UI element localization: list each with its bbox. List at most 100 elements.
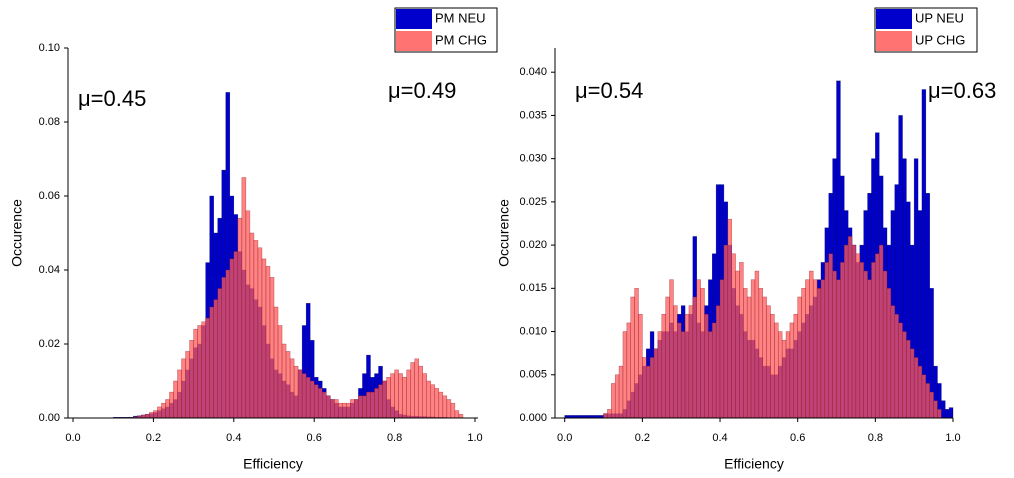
y-tick-label: 0.005 [519,369,547,381]
y-tick-label: 0.020 [519,239,547,251]
bar [766,305,771,419]
annotation: μ=0.54 [575,78,643,103]
bar [921,89,927,419]
bar [661,314,666,419]
bar [281,343,287,419]
bar [847,236,853,419]
bar [386,377,391,419]
bar [177,369,182,419]
x-tick-label: 0.8 [868,432,883,444]
bar [774,322,779,419]
bar [205,317,210,419]
bar [614,374,620,419]
bar [793,314,798,419]
bar [906,339,911,419]
bar [309,380,315,419]
bar [261,258,267,419]
bar [265,266,271,419]
bar [450,402,456,419]
bar [684,314,690,419]
bar [863,270,868,419]
bar [189,340,194,419]
bar [410,362,415,419]
x-tick-label: 0.0 [557,432,572,444]
y-tick-label: 0.040 [519,66,547,78]
bar [680,331,686,419]
bar [649,357,655,419]
bar [696,279,701,419]
bar [289,358,295,419]
bar [665,296,670,419]
bar [607,409,612,419]
bar [434,388,440,419]
bar [657,331,663,419]
bar [618,365,624,419]
bar [785,331,791,419]
bar [245,210,251,419]
y-tick-label: 0.030 [519,153,547,165]
bar [305,377,311,419]
bar [253,240,259,419]
legend-label: UP CHG [915,32,965,47]
bar [836,279,841,419]
bar [921,374,927,419]
bar [422,373,427,419]
legend-swatch [396,9,432,29]
bar [910,348,915,419]
bar [626,322,631,419]
bar [293,365,299,419]
bar [350,399,355,419]
bar [692,296,697,419]
bar [673,305,678,419]
bar [715,305,721,419]
bar [458,414,464,419]
bar [840,262,845,419]
bar [438,391,444,419]
bar [346,402,351,419]
bar [321,391,327,419]
x-tick-label: 0.2 [635,432,650,444]
x-tick-label: 0.0 [65,432,80,444]
bar [645,365,651,419]
bar [894,314,899,419]
bar [217,288,223,419]
bar [669,279,674,419]
bar [285,351,291,419]
bar [941,400,946,419]
bar [712,322,717,419]
bar [634,288,639,419]
y-tick-label: 0.000 [519,412,547,424]
bar [334,399,339,419]
bar [382,380,387,419]
bar [297,369,303,419]
bar [398,373,403,419]
bar [739,262,744,419]
x-tick-label: 1.0 [467,432,482,444]
bar [430,384,436,419]
bar [770,314,775,419]
bar [746,296,752,419]
legend-label: PM NEU [435,10,486,25]
x-tick-label: 0.4 [712,432,727,444]
bar [221,277,227,419]
bar [402,377,407,419]
bar [731,253,736,419]
bar [342,402,347,419]
bar [241,177,247,419]
bar [816,288,822,419]
bar [414,358,419,419]
x-tick-label: 0.6 [790,432,805,444]
bar [758,288,763,419]
bar [688,305,694,419]
bar [269,277,275,419]
bar [886,288,892,419]
bar [418,365,423,419]
bar [789,322,795,419]
bar [723,244,729,419]
x-tick-label: 0.8 [387,432,402,444]
bar [249,232,255,419]
bar [948,407,954,419]
x-tick-label: 0.6 [307,432,322,444]
bar [902,331,907,419]
